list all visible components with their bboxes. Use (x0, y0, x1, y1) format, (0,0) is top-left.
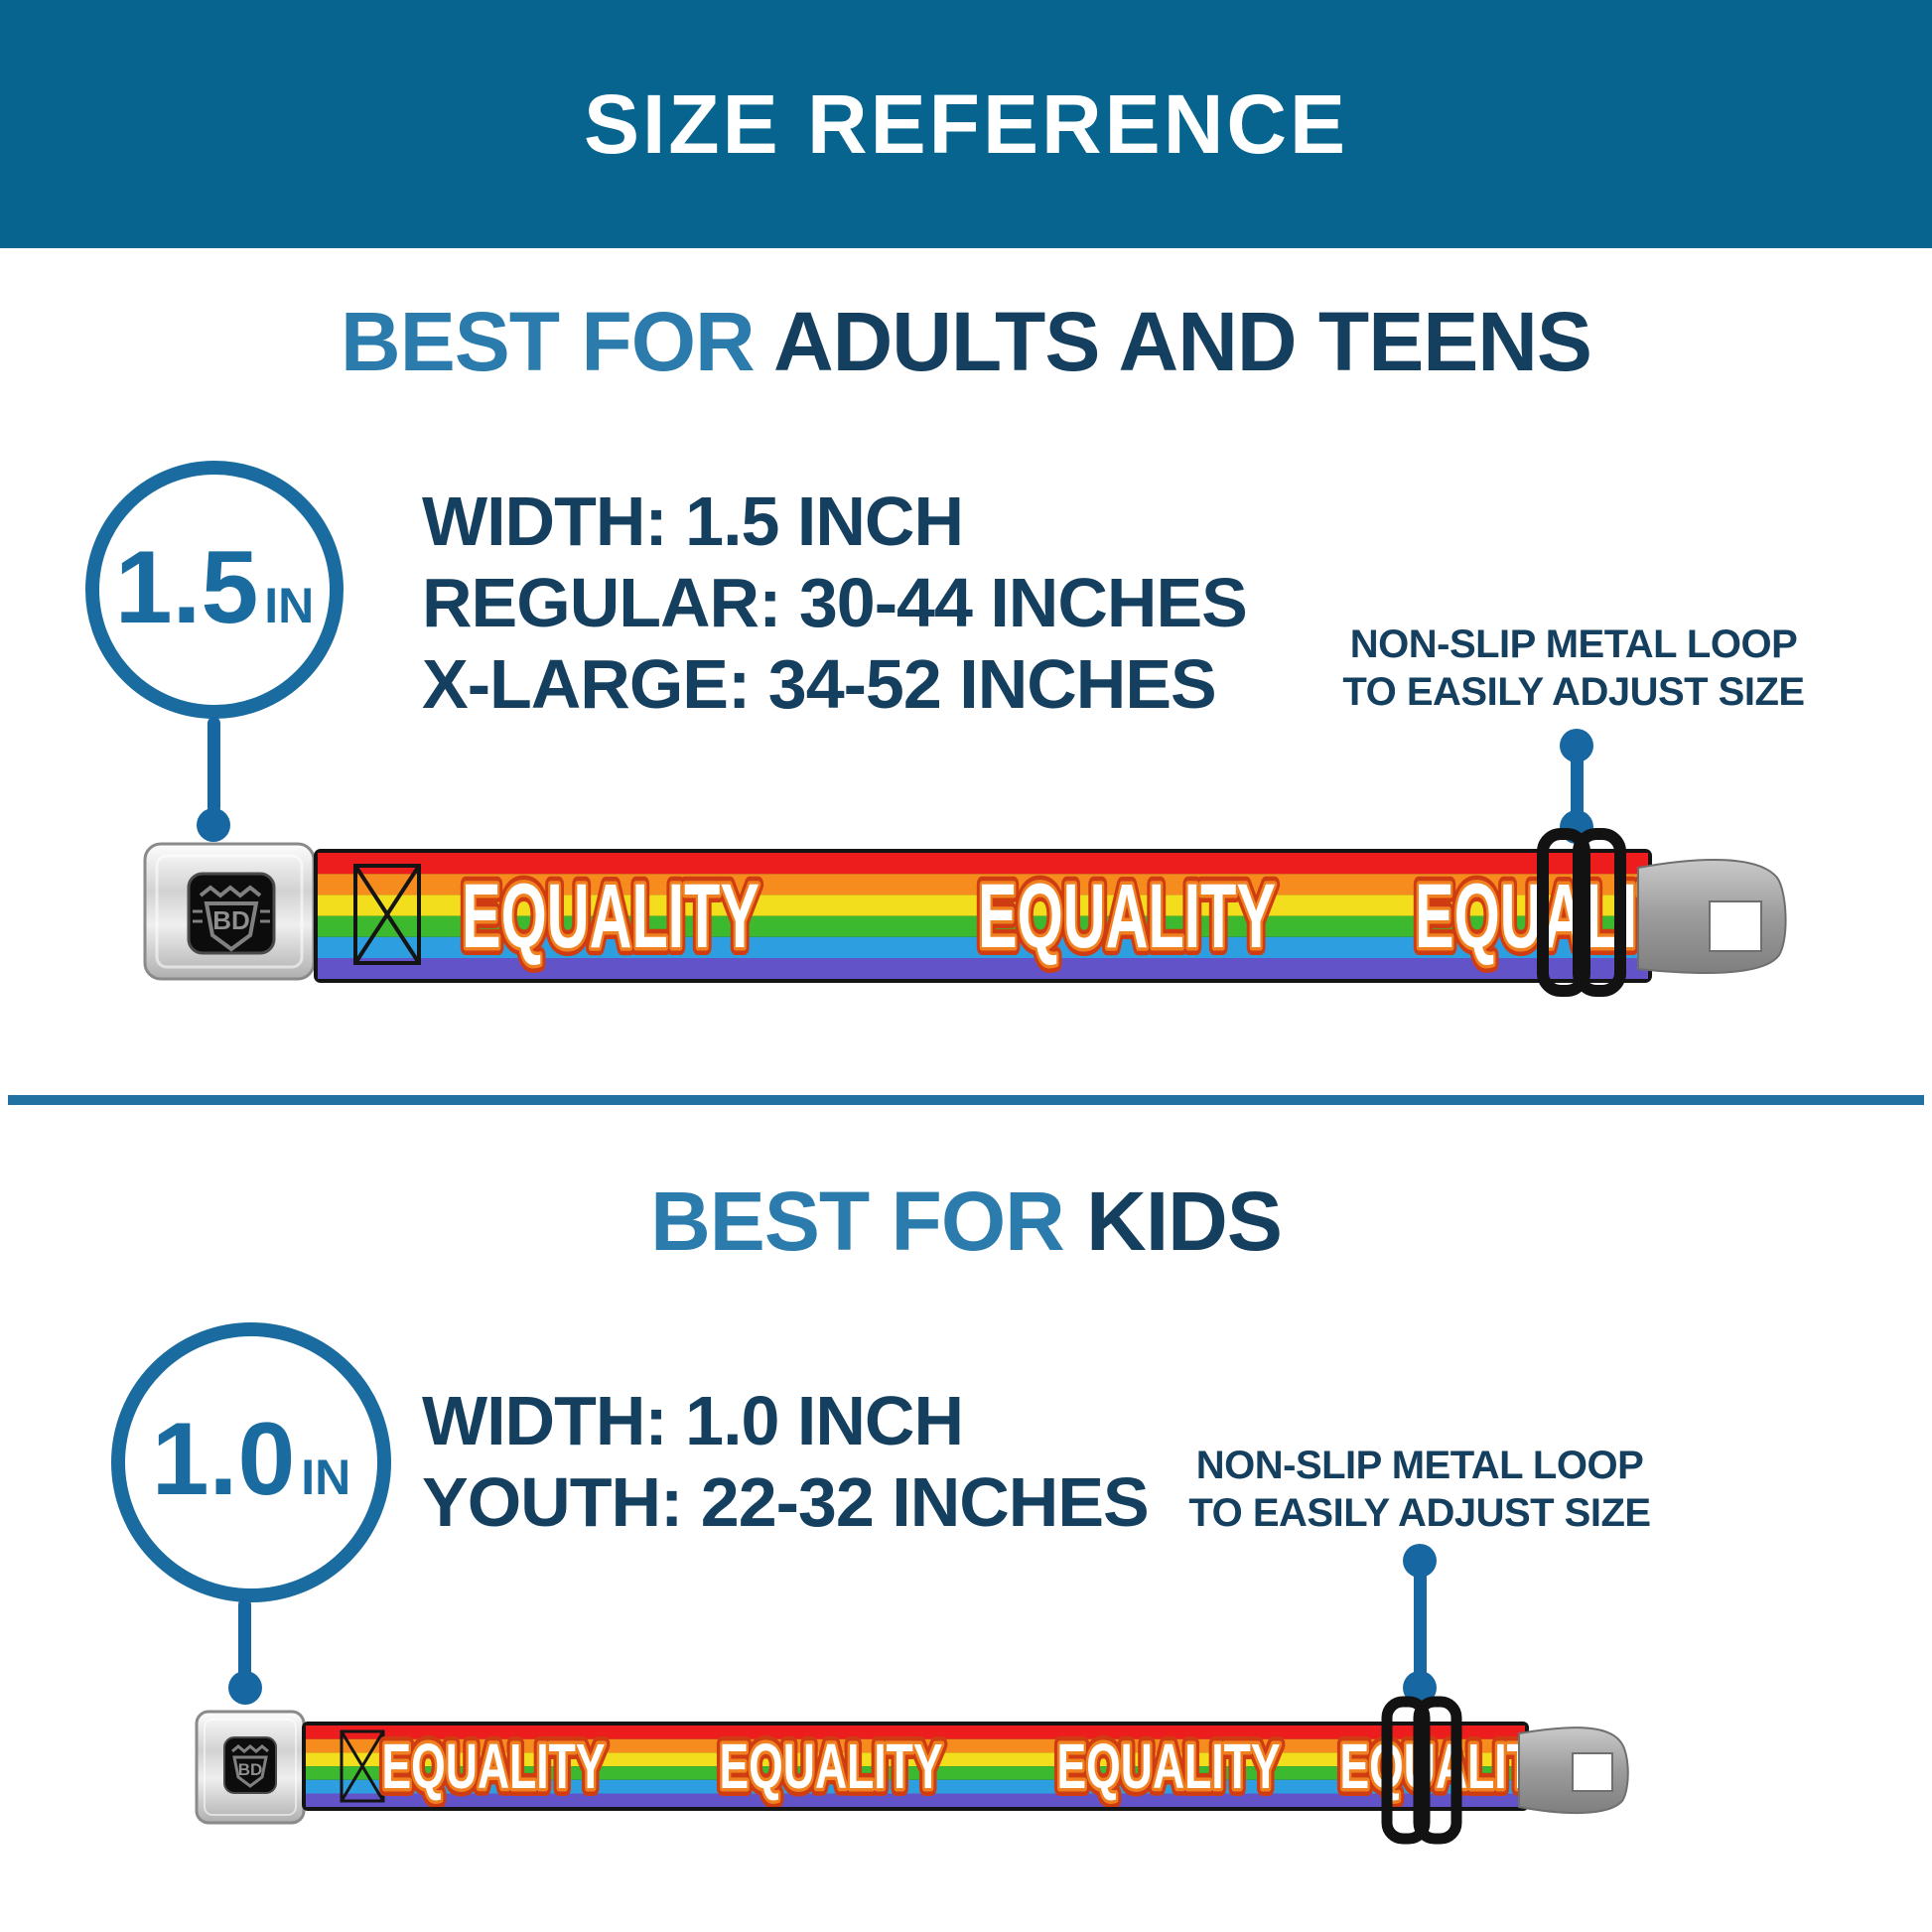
latch-plate (1637, 859, 1787, 975)
stitch-box (353, 864, 421, 965)
equality-print: EQUALITY (382, 1730, 606, 1802)
badge-unit: IN (301, 1449, 351, 1505)
equality-print: EQUALITY (1415, 866, 1713, 967)
callout-pointer-line (1571, 743, 1584, 828)
spec-line: WIDTH: 1.0 INCH (422, 1382, 964, 1459)
adults-section-heading: BEST FOR ADULTS AND TEENS (0, 294, 1932, 390)
seatbelt-buckle: BD (195, 1710, 306, 1825)
equality-print: EQUALITY (720, 1730, 943, 1802)
heading-accent-text: BEST FOR (650, 1174, 1065, 1268)
width-badge-1-0in: 1.0 IN (111, 1322, 391, 1602)
equality-print: EQUALITY (462, 866, 759, 967)
stitch-box (340, 1729, 385, 1803)
kids-spec-list: WIDTH: 1.0 INCH YOUTH: 22-32 INCHES (422, 1380, 1150, 1543)
equality-print: EQUALITY (978, 866, 1276, 967)
buckle-logo-text: BD (238, 1760, 263, 1779)
equality-print: EQUALITY (382, 1730, 606, 1802)
buckle-logo-text: BD (212, 905, 250, 935)
adults-spec-list: WIDTH: 1.5 INCH REGULAR: 30-44 INCHES X-… (422, 481, 1248, 725)
spec-line: WIDTH: 1.5 INCH (422, 483, 964, 560)
kids-section-heading: BEST FOR KIDS (0, 1173, 1932, 1270)
equality-print: EQUALITY (462, 866, 759, 967)
spec-line: REGULAR: 30-44 INCHES (422, 564, 1248, 641)
spec-line: X-LARGE: 34-52 INCHES (422, 645, 1217, 723)
equality-print: EQUALITY (978, 866, 1276, 967)
equality-print: EQUALITY (1415, 866, 1713, 967)
latch-plate (1518, 1726, 1629, 1815)
equality-print: EQUALITY (1057, 1730, 1281, 1802)
buckle-window (223, 1736, 277, 1794)
adjuster-loop (1537, 828, 1626, 997)
belt-image-adults: BD EQUALITY EQUALITY EQUALITY (143, 828, 1787, 997)
equality-print: EQUALITY (1057, 1730, 1281, 1802)
belt-webbing: EQUALITY EQUALITY EQUALITY EQUALITY EQUA… (314, 849, 1713, 983)
belt-image-kids: BD EQUALITY EQUALITY EQUALITY E (195, 1696, 1629, 1845)
size-reference-banner: SIZE REFERENCE (0, 0, 1932, 248)
buckle-window (187, 872, 276, 955)
spec-line: YOUTH: 22-32 INCHES (422, 1463, 1150, 1541)
badge-value: 1.5 (114, 530, 259, 645)
seatbelt-buckle: BD (143, 842, 316, 981)
page-title: SIZE REFERENCE (583, 76, 1349, 171)
section-divider (8, 1095, 1924, 1105)
callout-line: NON-SLIP METAL LOOP (1349, 622, 1798, 666)
adjuster-loop (1381, 1696, 1462, 1845)
badge-pointer-line (207, 717, 220, 814)
adults-loop-callout: NON-SLIP METAL LOOP TO EASILY ADJUST SIZ… (1340, 621, 1807, 716)
kids-loop-callout: NON-SLIP METAL LOOP TO EASILY ADJUST SIZ… (1186, 1442, 1653, 1537)
heading-main-text: ADULTS AND TEENS (754, 295, 1592, 388)
width-badge-1-5in: 1.5 IN (85, 461, 344, 719)
heading-accent-text: BEST FOR (341, 295, 756, 388)
equality-print: EQUALITY (720, 1730, 943, 1802)
badge-pointer-line (238, 1598, 251, 1682)
buckle-brand-logo: BD (231, 1744, 269, 1788)
callout-pointer-line (1414, 1557, 1427, 1681)
callout-line: NON-SLIP METAL LOOP (1195, 1444, 1644, 1487)
badge-pointer-dot (197, 808, 230, 842)
badge-value: 1.0 (151, 1402, 296, 1517)
callout-line: TO EASILY ADJUST SIZE (1188, 1491, 1651, 1535)
buckle-brand-logo: BD (193, 885, 270, 952)
belt-webbing: EQUALITY EQUALITY EQUALITY EQUALITY EQUA… (302, 1722, 1564, 1811)
equality-print: EQUALITY (1340, 1730, 1564, 1802)
badge-unit: IN (264, 578, 315, 633)
callout-line: TO EASILY ADJUST SIZE (1342, 670, 1805, 714)
badge-pointer-dot (228, 1671, 262, 1705)
heading-main-text: KIDS (1063, 1174, 1283, 1268)
